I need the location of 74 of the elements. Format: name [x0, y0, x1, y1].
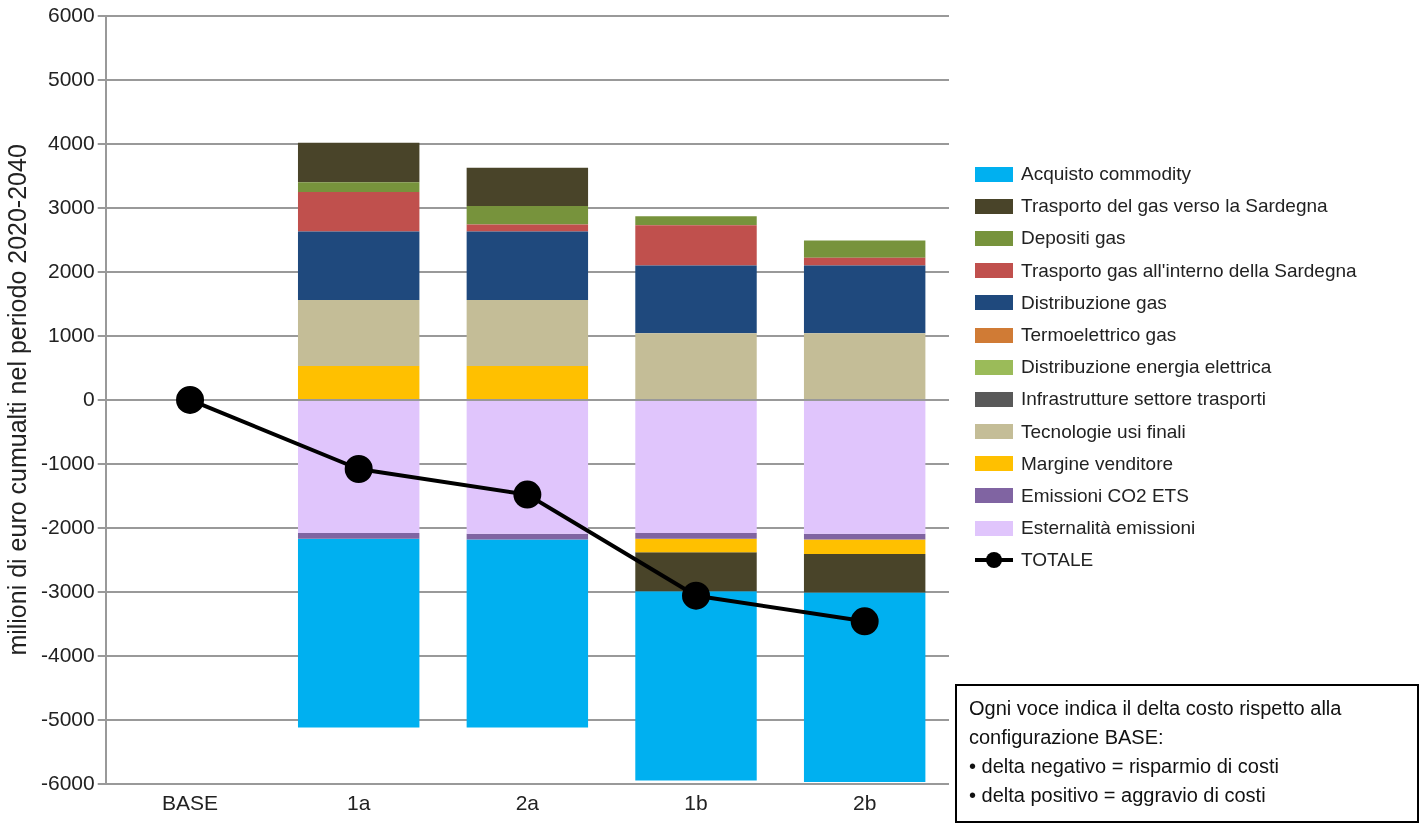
x-tick-label: 2b — [852, 791, 877, 815]
bar — [803, 240, 926, 258]
bar — [466, 224, 589, 232]
bar — [635, 333, 757, 399]
point — [176, 385, 205, 414]
bar — [803, 257, 926, 266]
bar — [297, 532, 420, 539]
y-tick-label: -3000 — [40, 578, 95, 602]
point — [344, 455, 373, 483]
bar — [297, 365, 420, 399]
bar — [297, 300, 420, 366]
bar — [297, 182, 420, 192]
point — [850, 607, 879, 636]
y-tick-label: 4000 — [47, 130, 95, 154]
bar — [297, 400, 420, 533]
bar — [803, 400, 926, 534]
bar — [466, 231, 589, 301]
bar — [466, 206, 589, 225]
bar — [466, 539, 589, 728]
y-tick-label: -6000 — [40, 770, 95, 794]
legend-label: Trasporto gas all'interno della Sardegna — [1021, 259, 1357, 282]
x-tick-label: 1b — [684, 791, 708, 815]
y-tick-label: -2000 — [40, 514, 95, 538]
bar — [803, 333, 926, 399]
point — [682, 581, 711, 610]
text: • delta negativo = risparmio di costi — [969, 754, 1280, 779]
bar — [635, 265, 757, 334]
bar — [635, 538, 757, 553]
x-tick-label: 1a — [347, 791, 371, 815]
bar — [297, 231, 420, 301]
bar — [635, 216, 757, 226]
bar — [297, 191, 420, 232]
bar — [297, 538, 420, 728]
legend-label: Acquisto commodity — [1021, 163, 1192, 186]
legend-label: Trasporto del gas verso la Sardegna — [1021, 195, 1328, 218]
bar — [803, 554, 926, 593]
bar — [466, 365, 589, 399]
y-tick-label: -1000 — [40, 450, 95, 474]
legend-label: Tecnologie usi finali — [1021, 420, 1186, 443]
y-tick-label: 0 — [83, 386, 95, 410]
legend-label: Distribuzione energia elettrica — [1021, 356, 1272, 379]
bar — [466, 400, 589, 534]
bar — [297, 142, 420, 183]
bar — [466, 167, 589, 207]
bar — [635, 400, 757, 533]
point — [513, 480, 542, 509]
bar — [466, 300, 589, 366]
x-tick-label: BASE — [162, 791, 219, 815]
legend-label: TOTALE — [1021, 549, 1094, 572]
y-tick-label: 6000 — [47, 2, 95, 26]
y-tick-label: 3000 — [47, 194, 95, 218]
bar — [803, 539, 926, 555]
bar — [635, 532, 757, 539]
legend-label: Termoelettrico gas — [1021, 324, 1177, 347]
y-tick-label: -5000 — [40, 706, 95, 730]
legend-label: Infrastrutture settore trasporti — [1021, 388, 1266, 411]
legend-label: Distribuzione gas — [1021, 291, 1167, 314]
legend-label: Margine venditore — [1021, 452, 1174, 475]
bar — [803, 265, 926, 334]
bar — [635, 552, 757, 592]
text: • delta positivo = aggravio di costi — [969, 783, 1267, 808]
bar — [635, 225, 757, 266]
y-tick-label: 2000 — [47, 258, 95, 282]
x-tick-label: 2a — [515, 791, 540, 815]
legend-label: Depositi gas — [1021, 227, 1126, 250]
y-axis-title: milioni di euro cumualti nel periodo 2020-2040 — [2, 144, 31, 656]
y-tick-label: 1000 — [47, 322, 95, 346]
bar — [635, 591, 757, 781]
bar — [803, 592, 926, 782]
legend-label: Emissioni CO2 ETS — [1021, 484, 1189, 507]
y-tick-label: 5000 — [47, 66, 95, 90]
text: Ogni voce indica il delta costo rispetto alla configurazione BASE: — [969, 696, 1343, 750]
legend-label: Esternalità emissioni — [1021, 517, 1196, 540]
y-tick-label: -4000 — [40, 642, 95, 666]
